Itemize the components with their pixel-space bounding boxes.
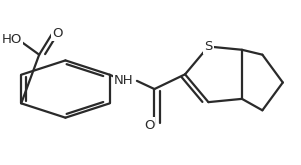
Text: NH: NH [114, 74, 134, 87]
Text: S: S [204, 40, 213, 53]
Text: O: O [144, 118, 154, 132]
Text: HO: HO [1, 33, 22, 46]
Text: O: O [52, 27, 63, 40]
